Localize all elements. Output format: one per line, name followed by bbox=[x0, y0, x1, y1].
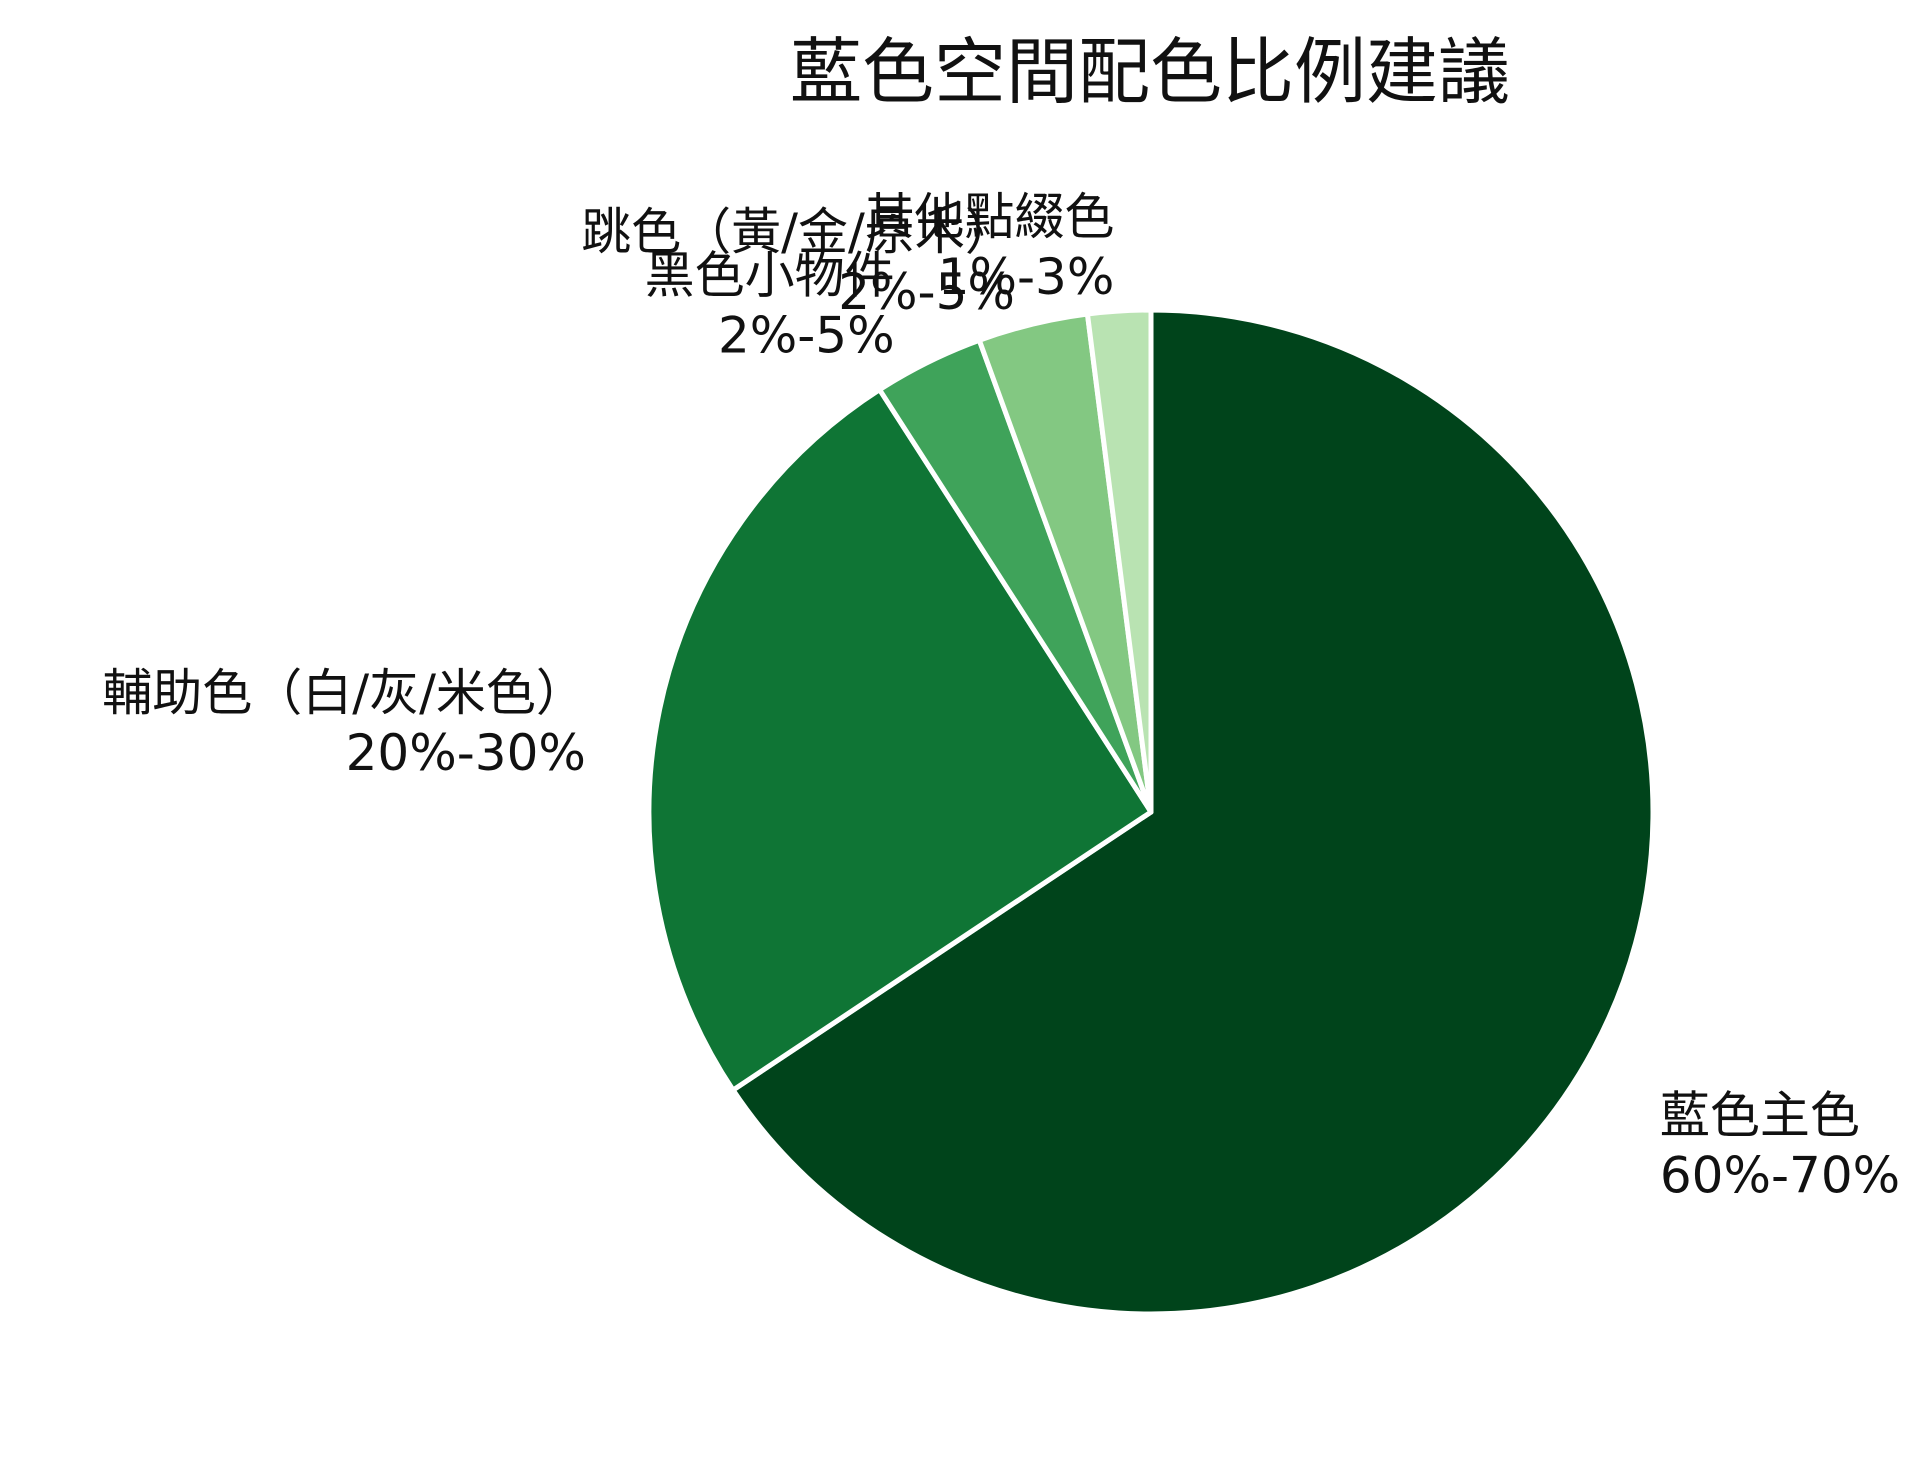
slice-percentage: 20%-30% bbox=[346, 724, 586, 782]
slice-label-0: 藍色主色 60%-70% bbox=[1660, 1087, 1900, 1205]
pie-slice-1 bbox=[646, 387, 1154, 1093]
slice-name: 跳色（黃/金/原木） bbox=[581, 203, 1015, 261]
slice-percentage: 1%-3% bbox=[938, 248, 1115, 306]
pie-slice-0 bbox=[730, 307, 1656, 1317]
slice-percentage: 2%-5% bbox=[718, 307, 895, 365]
slice-name: 黑色小物件 bbox=[645, 247, 895, 305]
slice-name: 其他點綴色 bbox=[864, 188, 1114, 246]
slice-label-1: 輔助色（白/灰/米色） 20%-30% bbox=[102, 664, 586, 782]
pie-slices bbox=[646, 307, 1656, 1317]
slice-label-4: 其他點綴色 1%-3% bbox=[864, 188, 1114, 306]
slice-name: 輔助色（白/灰/米色） bbox=[102, 664, 586, 722]
slice-name: 藍色主色 bbox=[1660, 1087, 1860, 1145]
chart-title: 藍色空間配色比例建議 bbox=[790, 30, 1510, 114]
slice-label-3: 跳色（黃/金/原木） 2%-5% bbox=[581, 203, 1015, 321]
pie-labels: 藍色主色 60%-70%輔助色（白/灰/米色） 20%-30%黑色小物件 2%-5%跳… bbox=[102, 188, 1900, 1205]
slice-percentage: 60%-70% bbox=[1660, 1147, 1900, 1205]
slice-percentage: 2%-5% bbox=[838, 263, 1015, 321]
pie-slice-4 bbox=[1084, 307, 1154, 815]
slice-label-2: 黑色小物件 2%-5% bbox=[645, 247, 895, 365]
